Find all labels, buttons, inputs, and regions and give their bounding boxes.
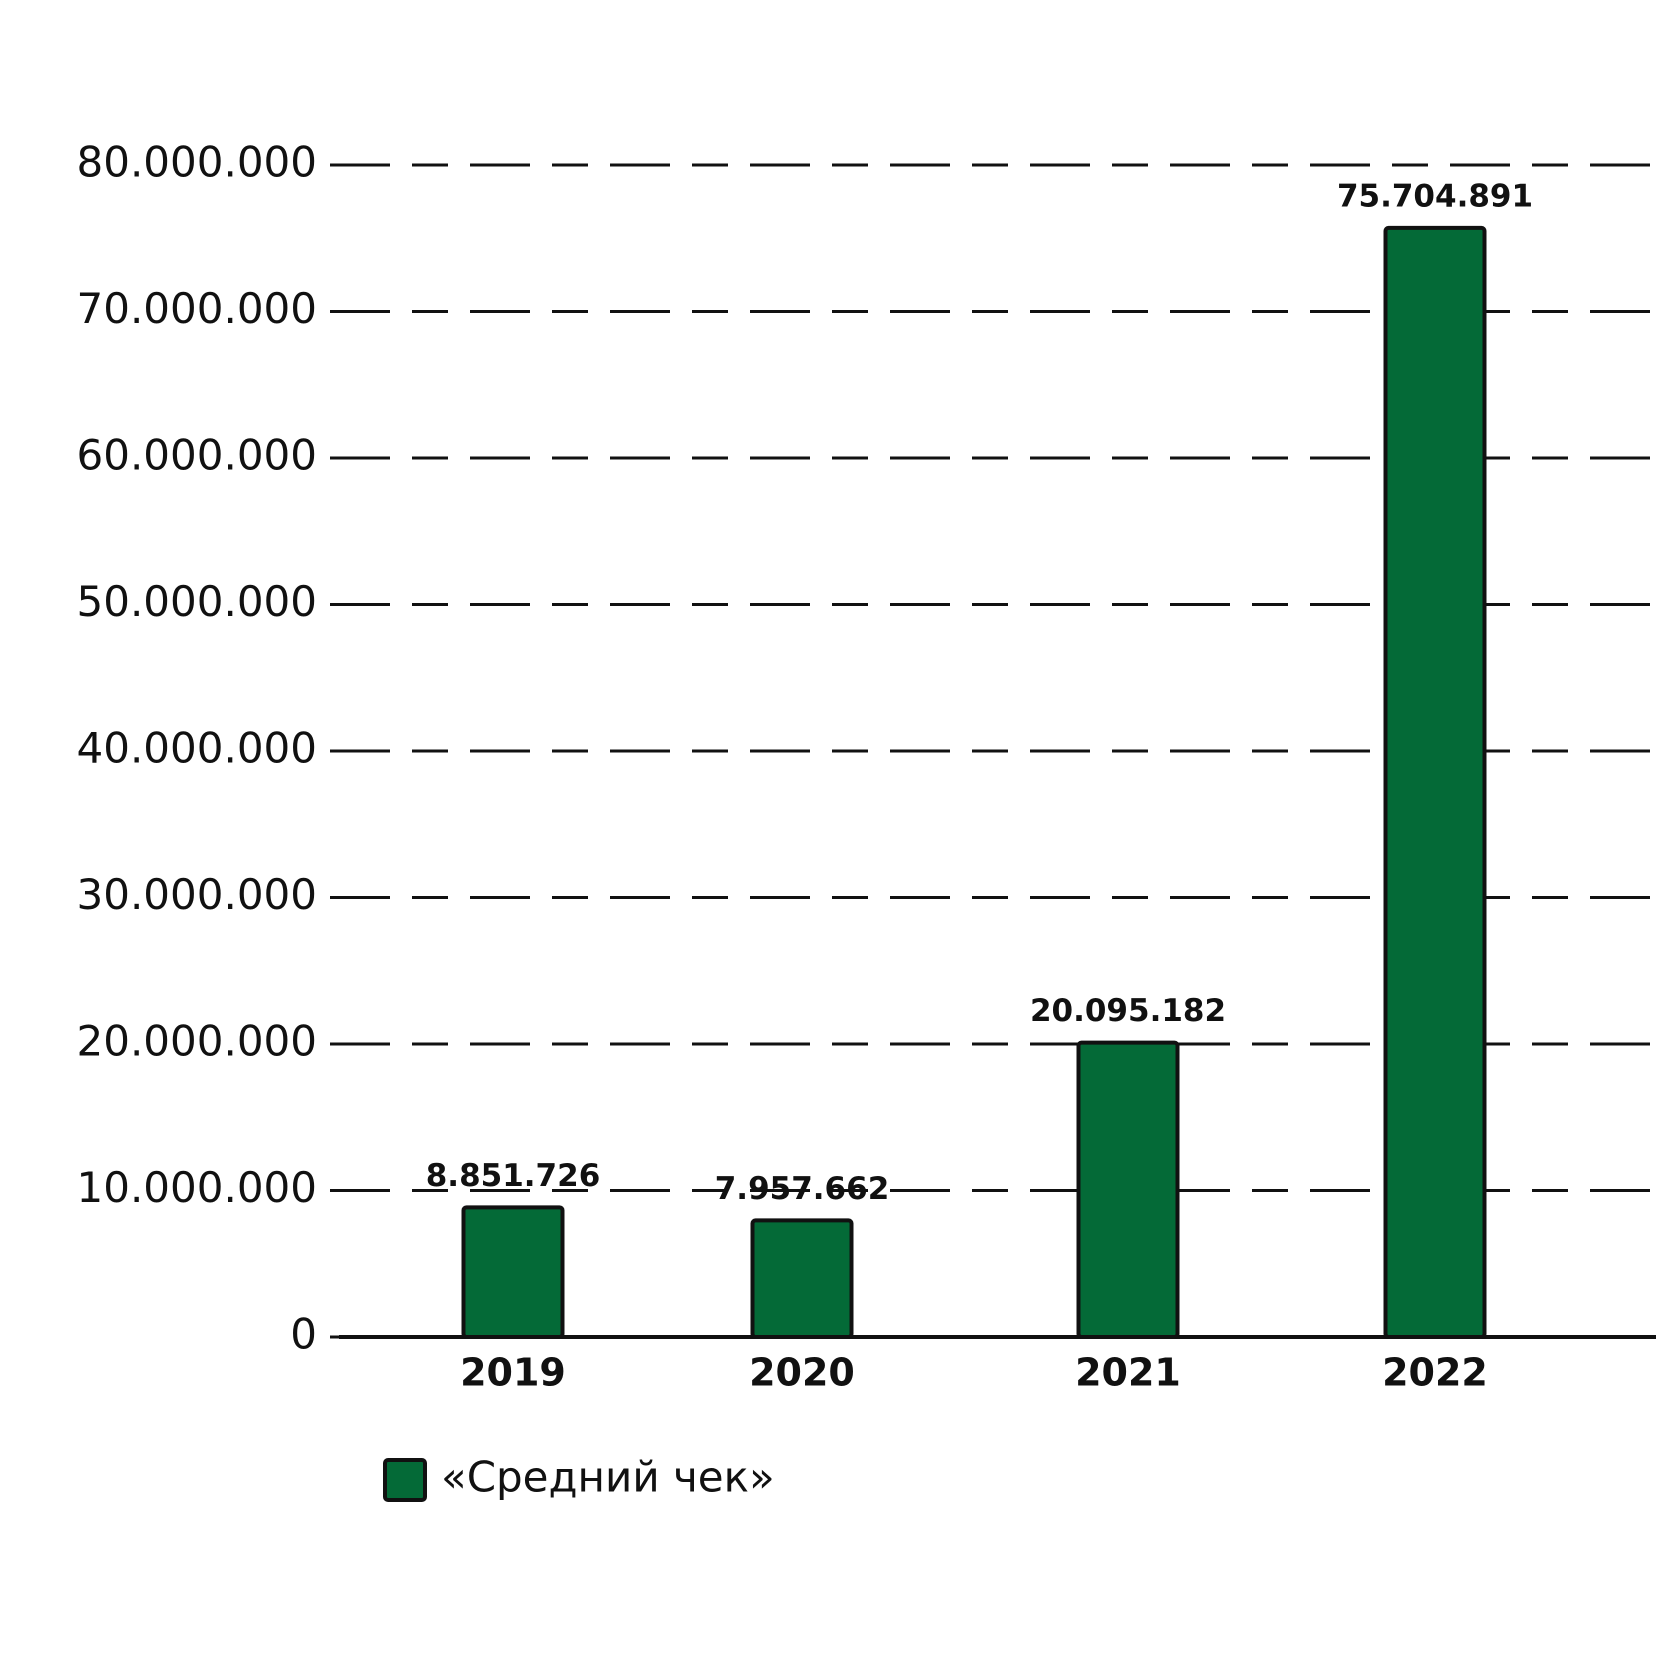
- bar: [1383, 225, 1487, 1339]
- y-tick-label: 0: [290, 1310, 317, 1359]
- value-label: 75.704.891: [1337, 178, 1533, 214]
- value-label: 7.957.662: [715, 1171, 890, 1207]
- legend-swatch: [383, 1458, 427, 1502]
- x-tick-label: 2021: [1075, 1351, 1181, 1395]
- value-label: 20.095.182: [1030, 993, 1226, 1029]
- y-tick-label: 10.000.000: [77, 1163, 317, 1212]
- y-tick-label: 40.000.000: [77, 724, 317, 773]
- legend-label: «Средний чек»: [441, 1453, 775, 1502]
- x-tick-label: 2020: [749, 1351, 855, 1395]
- x-tick-label: 2022: [1382, 1351, 1488, 1395]
- y-tick-label: 60.000.000: [77, 431, 317, 480]
- x-tick-label: 2019: [460, 1351, 566, 1395]
- bar: [750, 1218, 854, 1340]
- value-label: 8.851.726: [426, 1158, 601, 1194]
- y-tick-label: 70.000.000: [77, 284, 317, 333]
- y-tick-label: 50.000.000: [77, 577, 317, 626]
- bar: [461, 1205, 565, 1340]
- bar: [1076, 1040, 1180, 1339]
- y-tick-label: 30.000.000: [77, 870, 317, 919]
- y-tick-label: 80.000.000: [77, 138, 317, 187]
- y-tick-label: 20.000.000: [77, 1017, 317, 1066]
